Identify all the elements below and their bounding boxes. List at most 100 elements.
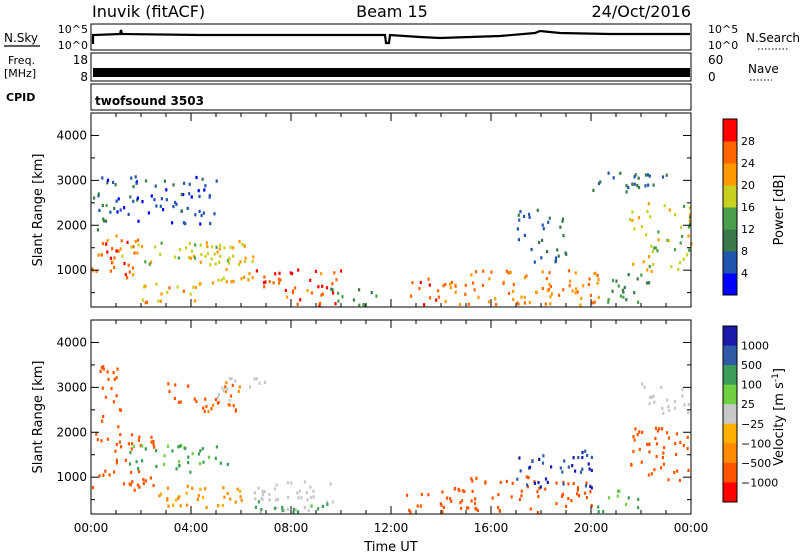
velocity-cell	[199, 487, 202, 491]
power-cell	[144, 260, 147, 264]
power-cell	[547, 220, 550, 224]
power-cell	[204, 184, 207, 188]
velocity-cell	[204, 487, 207, 491]
power-cell	[549, 295, 552, 299]
freq-panel: Freq. [MHz] 18 8 60 0 Nave	[4, 52, 779, 84]
velocity-cell	[238, 385, 241, 389]
velocity-cell	[474, 497, 477, 501]
power-cell	[423, 303, 426, 307]
power-cell	[126, 276, 129, 280]
power-cell	[172, 183, 175, 187]
power-cell	[112, 180, 115, 184]
velocity-cell	[655, 442, 659, 446]
power-cell	[517, 238, 520, 242]
power-cell	[488, 277, 491, 281]
velocity-cell	[296, 510, 300, 514]
velocity-cell	[416, 504, 419, 508]
velocity-cell	[150, 440, 153, 444]
power-cell	[155, 204, 158, 208]
cpid-program: twofsound 3503	[95, 94, 204, 108]
cpid-panel: CPID twofsound 3503	[6, 83, 692, 111]
velocity-cell	[228, 398, 231, 402]
power-cell	[252, 255, 255, 259]
velocity-cell	[203, 409, 206, 413]
velocity-cell	[632, 449, 635, 454]
date-title: 24/Oct/2016	[591, 2, 691, 21]
power-cell	[362, 303, 365, 307]
power-cell	[331, 282, 334, 286]
power-cell	[144, 301, 147, 305]
cpid-label: CPID	[6, 91, 35, 104]
power-cell	[136, 198, 139, 202]
velocity-cell	[197, 494, 200, 498]
power-cell	[558, 293, 561, 297]
power-cell	[199, 260, 202, 264]
velocity-cell	[136, 483, 140, 487]
velocity-cell	[179, 400, 182, 404]
velocity-cell	[101, 386, 104, 390]
power-cell	[247, 278, 250, 282]
power-cell	[410, 294, 413, 298]
power-cell	[219, 243, 222, 247]
power-cell	[105, 203, 108, 208]
velocity-cell	[510, 495, 513, 499]
velocity-cell	[460, 499, 464, 503]
velocity-cell	[172, 503, 175, 507]
velocity-cell	[297, 496, 300, 500]
power-cell	[673, 248, 677, 252]
power-cell	[682, 257, 685, 261]
velocity-cell	[144, 479, 147, 483]
velocity-cell	[662, 451, 665, 455]
power-cell	[278, 281, 281, 285]
power-cell	[263, 275, 266, 279]
velocity-cell	[240, 498, 243, 503]
velocity-cell	[531, 459, 534, 463]
velocity-cell	[637, 497, 640, 501]
velocity-cell	[102, 473, 105, 477]
station-title: Inuvik (fitACF)	[92, 2, 205, 21]
velocity-cell	[465, 506, 469, 510]
velocity-cell	[520, 489, 523, 493]
velocity-cell	[174, 383, 177, 387]
power-cell	[568, 284, 571, 288]
velocity-cell	[187, 384, 190, 388]
velocity-cell	[261, 498, 264, 502]
power-cell	[106, 250, 109, 254]
power-cell	[132, 199, 135, 203]
velocity-cell	[312, 489, 315, 493]
velocity-cell	[292, 510, 295, 514]
velocity-cell	[290, 481, 293, 485]
y-tick-label: 2000	[56, 218, 87, 232]
velocity-cell	[106, 437, 109, 441]
power-cell	[278, 271, 281, 275]
velocity-colorbar-segment	[723, 482, 737, 503]
power-cell	[444, 300, 447, 304]
power-cell	[332, 291, 335, 295]
y-tick-label: 4000	[56, 335, 87, 349]
power-cell	[549, 285, 552, 289]
velocity-cell	[497, 493, 500, 497]
power-cell	[519, 210, 522, 214]
velocity-colorbar-tick: 100	[741, 379, 762, 392]
power-cell	[688, 206, 691, 210]
velocity-cell	[641, 382, 644, 386]
power-cell	[210, 257, 213, 261]
velocity-cell	[158, 494, 161, 498]
power-cell	[130, 245, 133, 249]
freq-label-line1: Freq.	[8, 54, 35, 67]
power-cell	[213, 252, 216, 256]
velocity-cell	[602, 509, 605, 514]
power-cell	[472, 281, 475, 285]
freq-right-tick-top: 60	[708, 53, 723, 67]
velocity-cell	[525, 475, 528, 479]
power-cell	[657, 238, 660, 242]
velocity-cell	[224, 390, 228, 394]
power-cell	[633, 291, 636, 295]
power-cell	[502, 281, 505, 286]
velocity-colorbar-segment	[723, 462, 737, 483]
power-colorbar-segment	[723, 119, 737, 142]
power-cell	[650, 244, 653, 248]
power-cell	[437, 289, 440, 293]
velocity-cell	[268, 492, 271, 497]
velocity-cell	[232, 404, 235, 408]
